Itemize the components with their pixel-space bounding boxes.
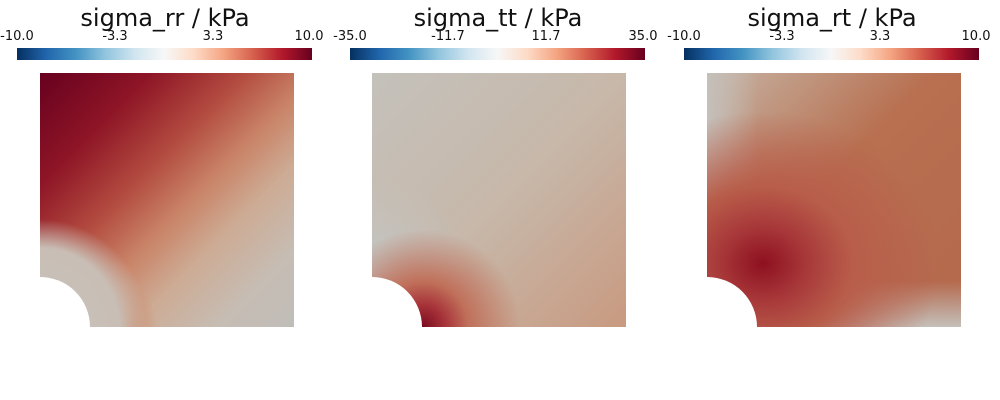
colorbar-tick: 3.3 [202, 29, 224, 44]
colorbar [684, 48, 979, 60]
hole-cutout [0, 277, 90, 377]
colorbar-tick: 10.0 [961, 29, 991, 44]
hole-cutout [322, 277, 422, 377]
chart-title: sigma_rr / kPa [80, 4, 250, 32]
colorbar [17, 48, 312, 60]
colorbar-tick: -11.7 [431, 29, 465, 44]
chart-title: sigma_rt / kPa [747, 4, 917, 32]
colorbar-tick: 10.0 [294, 29, 324, 44]
stress-field-sigma-rr [0, 73, 294, 377]
stress-field-sigma-rt [657, 73, 961, 377]
colorbar-tick: -10.0 [0, 29, 34, 44]
colorbar-tick: 3.3 [869, 29, 891, 44]
colorbar-tick: -3.3 [102, 29, 128, 44]
chart-title: sigma_tt / kPa [413, 4, 583, 32]
hole-cutout [657, 277, 757, 377]
colorbar-tick: -10.0 [667, 29, 701, 44]
colorbar [350, 48, 645, 60]
colorbar-tick: 35.0 [628, 29, 658, 44]
colorbar-tick: -3.3 [769, 29, 795, 44]
colorbar-tick: -35.0 [333, 29, 367, 44]
colorbar-tick: 11.7 [531, 29, 561, 44]
stress-field-sigma-tt [322, 73, 626, 377]
